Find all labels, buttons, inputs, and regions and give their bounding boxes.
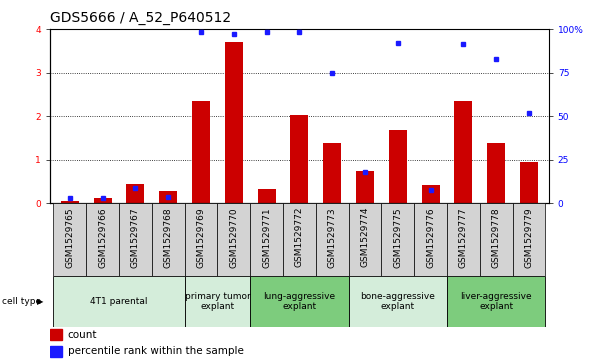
Text: GSM1529778: GSM1529778 <box>491 207 501 268</box>
Bar <box>454 101 473 203</box>
Bar <box>218 203 250 276</box>
Bar <box>250 276 349 327</box>
Text: GSM1529774: GSM1529774 <box>360 207 369 268</box>
Bar <box>152 203 185 276</box>
Bar <box>422 185 440 203</box>
Bar <box>159 191 177 203</box>
Bar <box>185 203 218 276</box>
Bar <box>185 276 250 327</box>
Text: cell type: cell type <box>2 297 41 306</box>
Bar <box>54 276 185 327</box>
Bar <box>349 276 447 327</box>
Bar <box>258 189 276 203</box>
Text: GSM1529767: GSM1529767 <box>131 207 140 268</box>
Bar <box>447 203 480 276</box>
Bar <box>50 329 62 340</box>
Bar <box>487 143 505 203</box>
Text: primary tumor
explant: primary tumor explant <box>185 291 250 311</box>
Bar <box>225 42 243 203</box>
Bar <box>50 346 62 357</box>
Text: GSM1529775: GSM1529775 <box>394 207 402 268</box>
Bar <box>520 162 538 203</box>
Text: GSM1529769: GSM1529769 <box>196 207 205 268</box>
Text: GSM1529765: GSM1529765 <box>65 207 74 268</box>
Text: GSM1529777: GSM1529777 <box>459 207 468 268</box>
Text: GDS5666 / A_52_P640512: GDS5666 / A_52_P640512 <box>50 11 231 25</box>
Text: GSM1529766: GSM1529766 <box>98 207 107 268</box>
Bar <box>86 203 119 276</box>
Text: count: count <box>68 330 97 340</box>
Bar <box>356 171 374 203</box>
Text: GSM1529772: GSM1529772 <box>295 207 304 268</box>
Text: ▶: ▶ <box>37 297 43 306</box>
Bar <box>381 203 414 276</box>
Bar <box>119 203 152 276</box>
Bar <box>290 115 309 203</box>
Bar <box>389 130 407 203</box>
Bar <box>447 276 545 327</box>
Bar <box>316 203 349 276</box>
Text: 4T1 parental: 4T1 parental <box>90 297 148 306</box>
Text: percentile rank within the sample: percentile rank within the sample <box>68 346 244 356</box>
Text: GSM1529776: GSM1529776 <box>426 207 435 268</box>
Text: GSM1529768: GSM1529768 <box>164 207 173 268</box>
Text: bone-aggressive
explant: bone-aggressive explant <box>360 291 435 311</box>
Bar <box>349 203 381 276</box>
Bar <box>61 201 79 203</box>
Text: lung-aggressive
explant: lung-aggressive explant <box>263 291 336 311</box>
Bar <box>513 203 545 276</box>
Bar <box>480 203 513 276</box>
Text: GSM1529773: GSM1529773 <box>327 207 337 268</box>
Bar <box>54 203 86 276</box>
Bar <box>94 198 112 203</box>
Text: GSM1529770: GSM1529770 <box>230 207 238 268</box>
Bar <box>126 184 145 203</box>
Bar <box>192 101 210 203</box>
Text: liver-aggressive
explant: liver-aggressive explant <box>460 291 532 311</box>
Bar <box>414 203 447 276</box>
Text: GSM1529779: GSM1529779 <box>525 207 533 268</box>
Text: GSM1529771: GSM1529771 <box>262 207 271 268</box>
Bar <box>283 203 316 276</box>
Bar <box>250 203 283 276</box>
Bar <box>323 143 341 203</box>
